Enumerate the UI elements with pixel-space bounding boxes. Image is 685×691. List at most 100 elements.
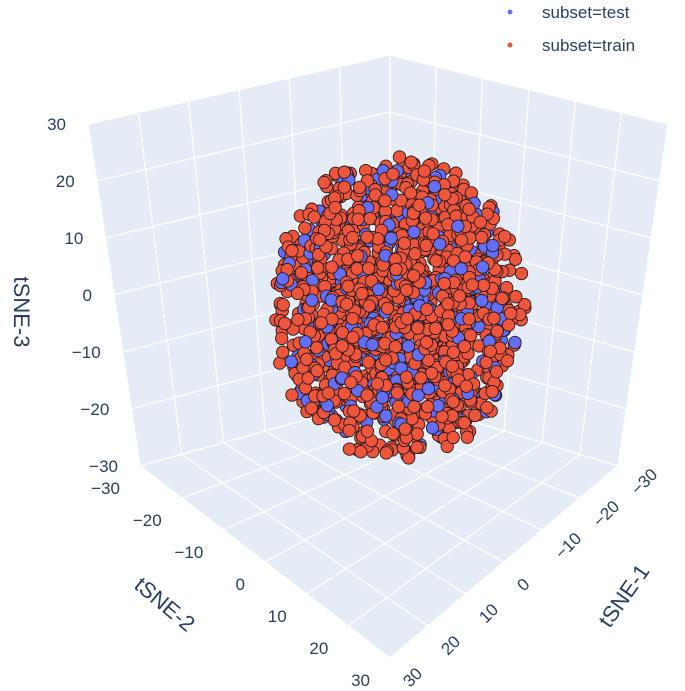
point-train: [285, 388, 299, 402]
point-train: [392, 150, 407, 164]
point-train: [400, 312, 414, 326]
point-test: [411, 388, 425, 403]
point-train: [500, 354, 515, 368]
x-tick-label: 0: [513, 575, 533, 595]
x-tick-label: 10: [475, 600, 502, 627]
point-train: [346, 330, 360, 345]
point-train: [325, 260, 339, 274]
point-train: [398, 422, 412, 436]
point-train: [460, 430, 474, 444]
y-tick-label: 30: [351, 671, 370, 690]
point-train: [304, 401, 319, 415]
point-train: [408, 247, 422, 261]
y-tick-label: −10: [174, 543, 203, 562]
point-train: [462, 202, 476, 216]
point-test: [401, 339, 416, 353]
point-train: [337, 180, 351, 194]
point-train: [298, 221, 312, 235]
point-train: [457, 339, 472, 354]
point-train: [399, 283, 414, 297]
point-train: [379, 353, 393, 367]
point-test: [508, 335, 522, 350]
point-train: [463, 328, 478, 343]
point-train: [426, 227, 440, 241]
point-train: [300, 352, 314, 366]
z-tick-label: 30: [47, 115, 66, 134]
point-train: [314, 316, 328, 330]
point-train: [498, 229, 512, 244]
point-train: [414, 371, 428, 385]
legend[interactable]: subset=test subset=train: [507, 3, 636, 55]
point-train: [380, 301, 395, 316]
y-tick-labels: −30 −20 −10 0 10 20 30: [91, 479, 370, 690]
point-train: [345, 230, 360, 245]
point-train: [311, 261, 325, 275]
point-train: [438, 378, 452, 393]
point-test: [407, 225, 421, 239]
x-tick-label: −20: [589, 497, 623, 531]
point-test: [425, 421, 440, 435]
point-train: [429, 254, 443, 268]
point-train: [438, 188, 452, 202]
point-train: [310, 341, 324, 355]
point-train: [437, 276, 451, 291]
point-train: [364, 274, 379, 288]
point-train: [321, 386, 336, 400]
x-tick-label: −10: [551, 529, 585, 563]
point-train: [441, 317, 455, 332]
point-train: [445, 359, 459, 373]
point-train: [475, 230, 489, 245]
y-tick-label: 10: [268, 607, 287, 626]
point-train: [411, 321, 425, 335]
point-train: [354, 445, 368, 459]
z-tick-label: −20: [80, 400, 109, 419]
point-test: [475, 260, 490, 274]
x-tick-label: 20: [437, 632, 464, 659]
point-train: [480, 400, 494, 415]
point-train: [419, 335, 434, 349]
point-train: [476, 278, 491, 292]
point-train: [285, 244, 299, 258]
point-train: [446, 430, 460, 445]
point-train: [410, 440, 424, 455]
z-tick-label: 20: [56, 172, 75, 191]
point-train: [307, 210, 321, 224]
point-train: [495, 291, 509, 306]
point-test: [486, 238, 500, 253]
legend-item-train[interactable]: subset=train: [507, 36, 636, 55]
point-train: [342, 442, 357, 456]
point-train: [420, 302, 434, 317]
point-train: [446, 345, 461, 359]
point-train: [351, 212, 365, 226]
point-test: [365, 338, 379, 352]
point-train: [485, 384, 499, 399]
scatter-points[interactable]: [269, 150, 532, 465]
point-train: [276, 345, 290, 359]
point-train: [397, 236, 412, 250]
point-train: [317, 175, 331, 190]
point-test: [454, 262, 468, 276]
point-train: [328, 200, 342, 215]
point-test: [371, 282, 386, 297]
point-train: [335, 339, 349, 353]
point-train: [371, 232, 385, 246]
point-train: [361, 355, 376, 369]
legend-marker-train: [507, 42, 513, 48]
grid-line-right-v: [579, 112, 623, 455]
legend-item-test[interactable]: subset=test: [507, 3, 630, 22]
point-test: [433, 237, 447, 251]
point-train: [468, 408, 482, 423]
z-tick-label: 10: [64, 229, 83, 248]
z-tick-label: −30: [89, 457, 118, 476]
grid-line-right-h: [389, 54, 669, 125]
point-train: [462, 312, 476, 326]
point-train: [483, 344, 497, 358]
point-train: [412, 198, 426, 212]
point-test: [276, 272, 290, 286]
point-train: [337, 386, 352, 401]
point-train: [388, 340, 403, 354]
grid-line-floor-a: [389, 465, 619, 659]
point-train: [441, 297, 455, 311]
point-test: [305, 293, 319, 307]
